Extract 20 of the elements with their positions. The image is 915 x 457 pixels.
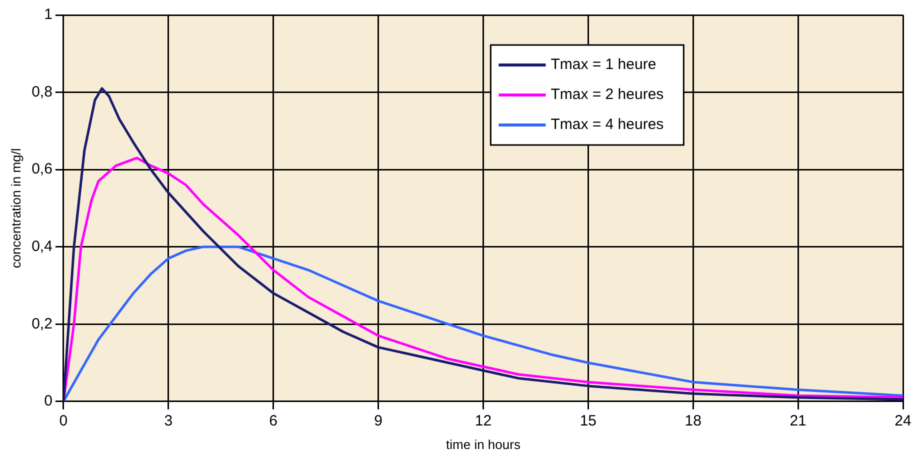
x-tick-label: 6 [269, 412, 278, 430]
legend-label: Tmax = 1 heure [550, 56, 656, 74]
y-tick-label: 0,2 [32, 315, 52, 332]
x-tick-label: 21 [790, 412, 806, 430]
x-tick-label: 0 [59, 412, 68, 430]
x-tick-label: 9 [374, 412, 382, 430]
y-tick-label: 1 [44, 6, 52, 24]
x-tick-label: 15 [580, 412, 597, 430]
y-tick-label: 0,4 [32, 238, 52, 255]
x-tick-label: 3 [164, 412, 173, 430]
y-tick-label: 0,6 [32, 160, 52, 178]
legend-label: Tmax = 2 heures [550, 86, 664, 104]
x-tick-label: 24 [894, 412, 912, 430]
legend-label: Tmax = 4 heures [550, 116, 664, 134]
y-axis-title: concentration in mg/l [8, 148, 24, 268]
y-tick-label: 0,8 [32, 83, 52, 100]
x-axis-title: time in hours [446, 436, 521, 452]
x-tick-label: 18 [684, 412, 702, 430]
x-tick-label: 12 [474, 412, 492, 430]
y-tick-label: 0 [44, 392, 52, 410]
